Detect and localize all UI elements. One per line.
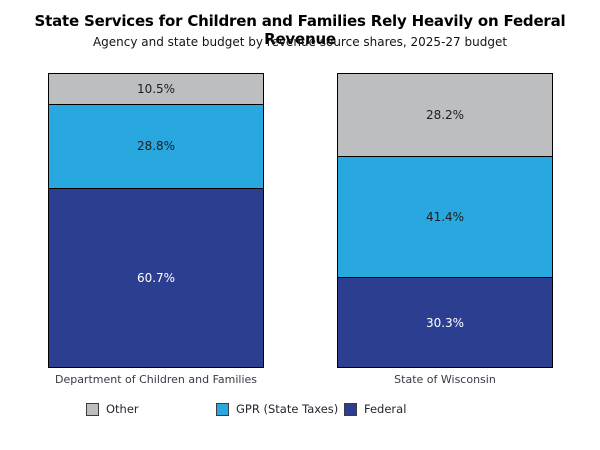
segment-value-label: 30.3% bbox=[425, 315, 465, 330]
bar-segment-other[interactable]: 10.5% bbox=[49, 74, 263, 105]
segment-value-label: 10.5% bbox=[136, 81, 176, 96]
legend-swatch-federal bbox=[344, 402, 357, 416]
segment-value-label: 41.4% bbox=[425, 209, 465, 224]
bar-segment-other[interactable]: 28.2% bbox=[338, 74, 552, 157]
category-label-state-of-wisconsin: State of Wisconsin bbox=[394, 373, 496, 386]
stacked-bar-department-of-children-and-families: 10.5% 28.8% 60.7% bbox=[48, 73, 264, 368]
bar-segment-federal[interactable]: 60.7% bbox=[49, 189, 263, 367]
legend-label-gpr-state-taxes: GPR (State Taxes) bbox=[236, 402, 339, 416]
legend-label-other: Other bbox=[106, 402, 139, 416]
segment-value-label: 28.8% bbox=[136, 139, 176, 154]
chart-title: State Services for Children and Families… bbox=[34, 12, 566, 48]
legend-item-other[interactable]: Other bbox=[86, 402, 139, 416]
bar-segment-gpr-state-taxes[interactable]: 28.8% bbox=[49, 104, 263, 190]
bar-segment-gpr-state-taxes[interactable]: 41.4% bbox=[338, 156, 552, 279]
legend-swatch-gpr-state-taxes bbox=[216, 402, 229, 416]
chart-subtitle: Agency and state budget by revenue sourc… bbox=[92, 35, 508, 49]
bar-segment-federal[interactable]: 30.3% bbox=[338, 278, 552, 367]
legend-label-federal: Federal bbox=[364, 402, 407, 416]
stacked-bar-state-of-wisconsin: 28.2% 41.4% 30.3% bbox=[337, 73, 553, 368]
category-label-department-of-children-and-families: Department of Children and Families bbox=[54, 373, 258, 386]
segment-value-label: 28.2% bbox=[425, 107, 465, 122]
legend-item-gpr-state-taxes[interactable]: GPR (State Taxes) bbox=[216, 402, 338, 416]
legend-item-federal[interactable]: Federal bbox=[344, 402, 406, 416]
segment-value-label: 60.7% bbox=[136, 271, 176, 286]
legend-swatch-other bbox=[86, 402, 99, 416]
